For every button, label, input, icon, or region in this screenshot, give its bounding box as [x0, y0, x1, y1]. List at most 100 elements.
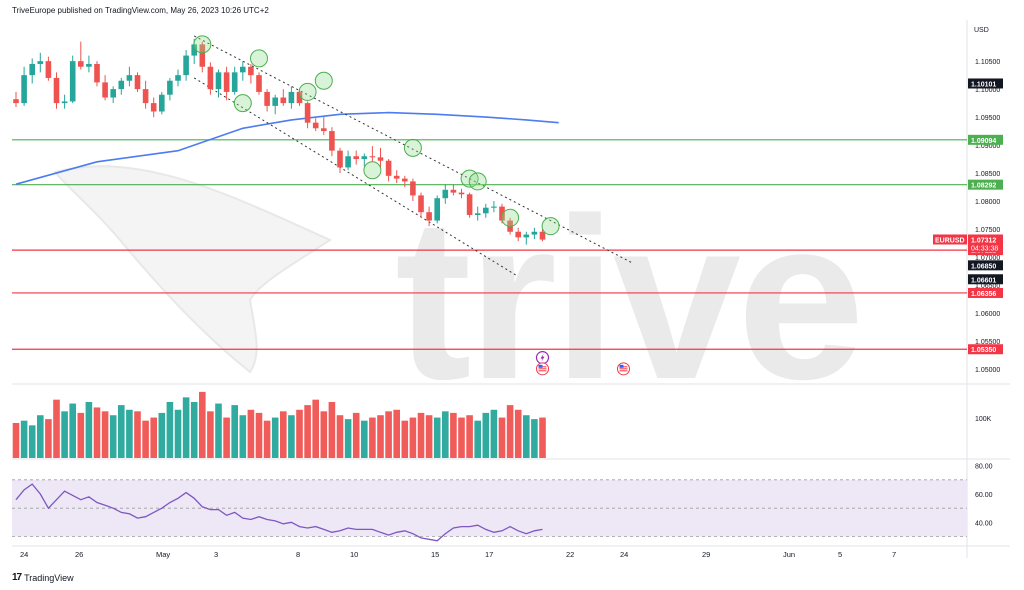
volume-bar — [231, 405, 238, 458]
volume-bar — [312, 399, 319, 458]
footer-brand-label: TradingView — [24, 572, 74, 583]
candle — [223, 66, 230, 101]
lightning-glyph-icon — [540, 353, 545, 362]
channel-touch-marker — [298, 82, 317, 101]
candle-body — [126, 75, 133, 81]
candle-body — [248, 66, 254, 76]
price-tick-label: 1.05500 — [975, 339, 1000, 346]
candle — [37, 52, 44, 73]
candle — [337, 147, 343, 174]
candle-body — [385, 160, 392, 176]
candle — [426, 206, 432, 227]
candle — [78, 41, 84, 70]
axis-price-tag — [968, 260, 1003, 271]
volume-bar — [328, 402, 336, 458]
symbol-tag — [933, 234, 967, 245]
candle-body — [13, 99, 19, 104]
candle-body — [434, 198, 440, 221]
candle-body — [78, 61, 84, 67]
time-tick-label: 3 — [214, 550, 218, 559]
volume-bar — [61, 411, 68, 458]
candle-body — [45, 61, 52, 78]
candle-body — [199, 44, 206, 67]
axis-price-label: 1.06850 — [971, 263, 996, 270]
volume-bar — [77, 412, 85, 458]
volume-bar — [304, 405, 311, 458]
candle — [102, 75, 108, 101]
candle — [240, 61, 246, 81]
candle — [402, 175, 408, 188]
volume-bar — [45, 419, 52, 458]
candle — [450, 184, 457, 196]
volume-bar — [280, 411, 287, 458]
volume-bar — [377, 415, 384, 458]
level-price-tag — [968, 344, 1003, 355]
candle-body — [215, 72, 222, 90]
volume-bar — [142, 420, 149, 458]
volume-bar — [255, 412, 263, 458]
volume-bar — [150, 417, 157, 458]
candle — [159, 91, 165, 115]
candle — [53, 72, 60, 109]
candle — [118, 77, 125, 95]
candle-body — [240, 66, 246, 73]
candle — [215, 69, 222, 98]
volume-bar — [433, 417, 441, 458]
candle — [483, 203, 489, 218]
candle — [207, 62, 214, 95]
candle — [45, 56, 52, 81]
watermark-logo: trive — [53, 165, 865, 427]
candle — [385, 159, 392, 182]
candle — [345, 150, 351, 171]
candle — [458, 188, 465, 199]
time-tick-label: 10 — [350, 550, 358, 559]
bar-countdown-label: 04:33:38 — [971, 245, 998, 252]
candle — [183, 49, 189, 81]
volume-bar — [126, 409, 133, 458]
time-tick-label: 17 — [485, 550, 493, 559]
channel-touch-marker — [403, 138, 422, 157]
axis-price-label: 1.07312 — [971, 237, 996, 244]
footer-brand[interactable]: 17 TradingView — [12, 572, 74, 583]
volume-bar — [20, 420, 28, 458]
candle — [353, 150, 359, 165]
candle-body — [458, 192, 465, 195]
volume-bar — [344, 419, 352, 458]
level-price-label: 1.09094 — [971, 138, 996, 145]
volume-bar — [296, 409, 303, 458]
volume-bar — [409, 417, 417, 458]
volume-bar — [417, 412, 425, 458]
candle-body — [539, 231, 546, 240]
candle-body — [377, 157, 384, 161]
volume-bar — [458, 417, 465, 458]
volume-bar — [466, 415, 473, 458]
candle-body — [61, 101, 68, 104]
axis-price-label: 1.06601 — [971, 277, 996, 284]
time-tick-label: 24 — [620, 550, 628, 559]
candle — [531, 227, 538, 240]
candle — [523, 231, 530, 245]
candle — [134, 72, 141, 92]
channel-lower-line[interactable] — [193, 77, 519, 277]
volume-tick-label: 100K — [975, 416, 992, 423]
candle — [69, 55, 76, 104]
candle-body — [345, 156, 351, 168]
candle — [272, 94, 278, 115]
currency-label: USD — [974, 27, 989, 34]
channel-touch-marker — [314, 71, 333, 90]
watermark-text: trive — [395, 170, 861, 427]
candle — [539, 228, 546, 242]
candle — [312, 118, 319, 132]
time-tick-label: 26 — [75, 550, 83, 559]
volume-bar — [28, 425, 36, 458]
candle — [29, 58, 35, 84]
candle — [264, 89, 270, 112]
candle-body — [483, 207, 489, 214]
volume-bar — [482, 412, 490, 458]
volume-bar — [247, 409, 255, 458]
candle-body — [426, 212, 432, 221]
volume-bar — [174, 409, 182, 458]
channel-touch-marker — [193, 35, 212, 54]
candle — [410, 178, 416, 201]
